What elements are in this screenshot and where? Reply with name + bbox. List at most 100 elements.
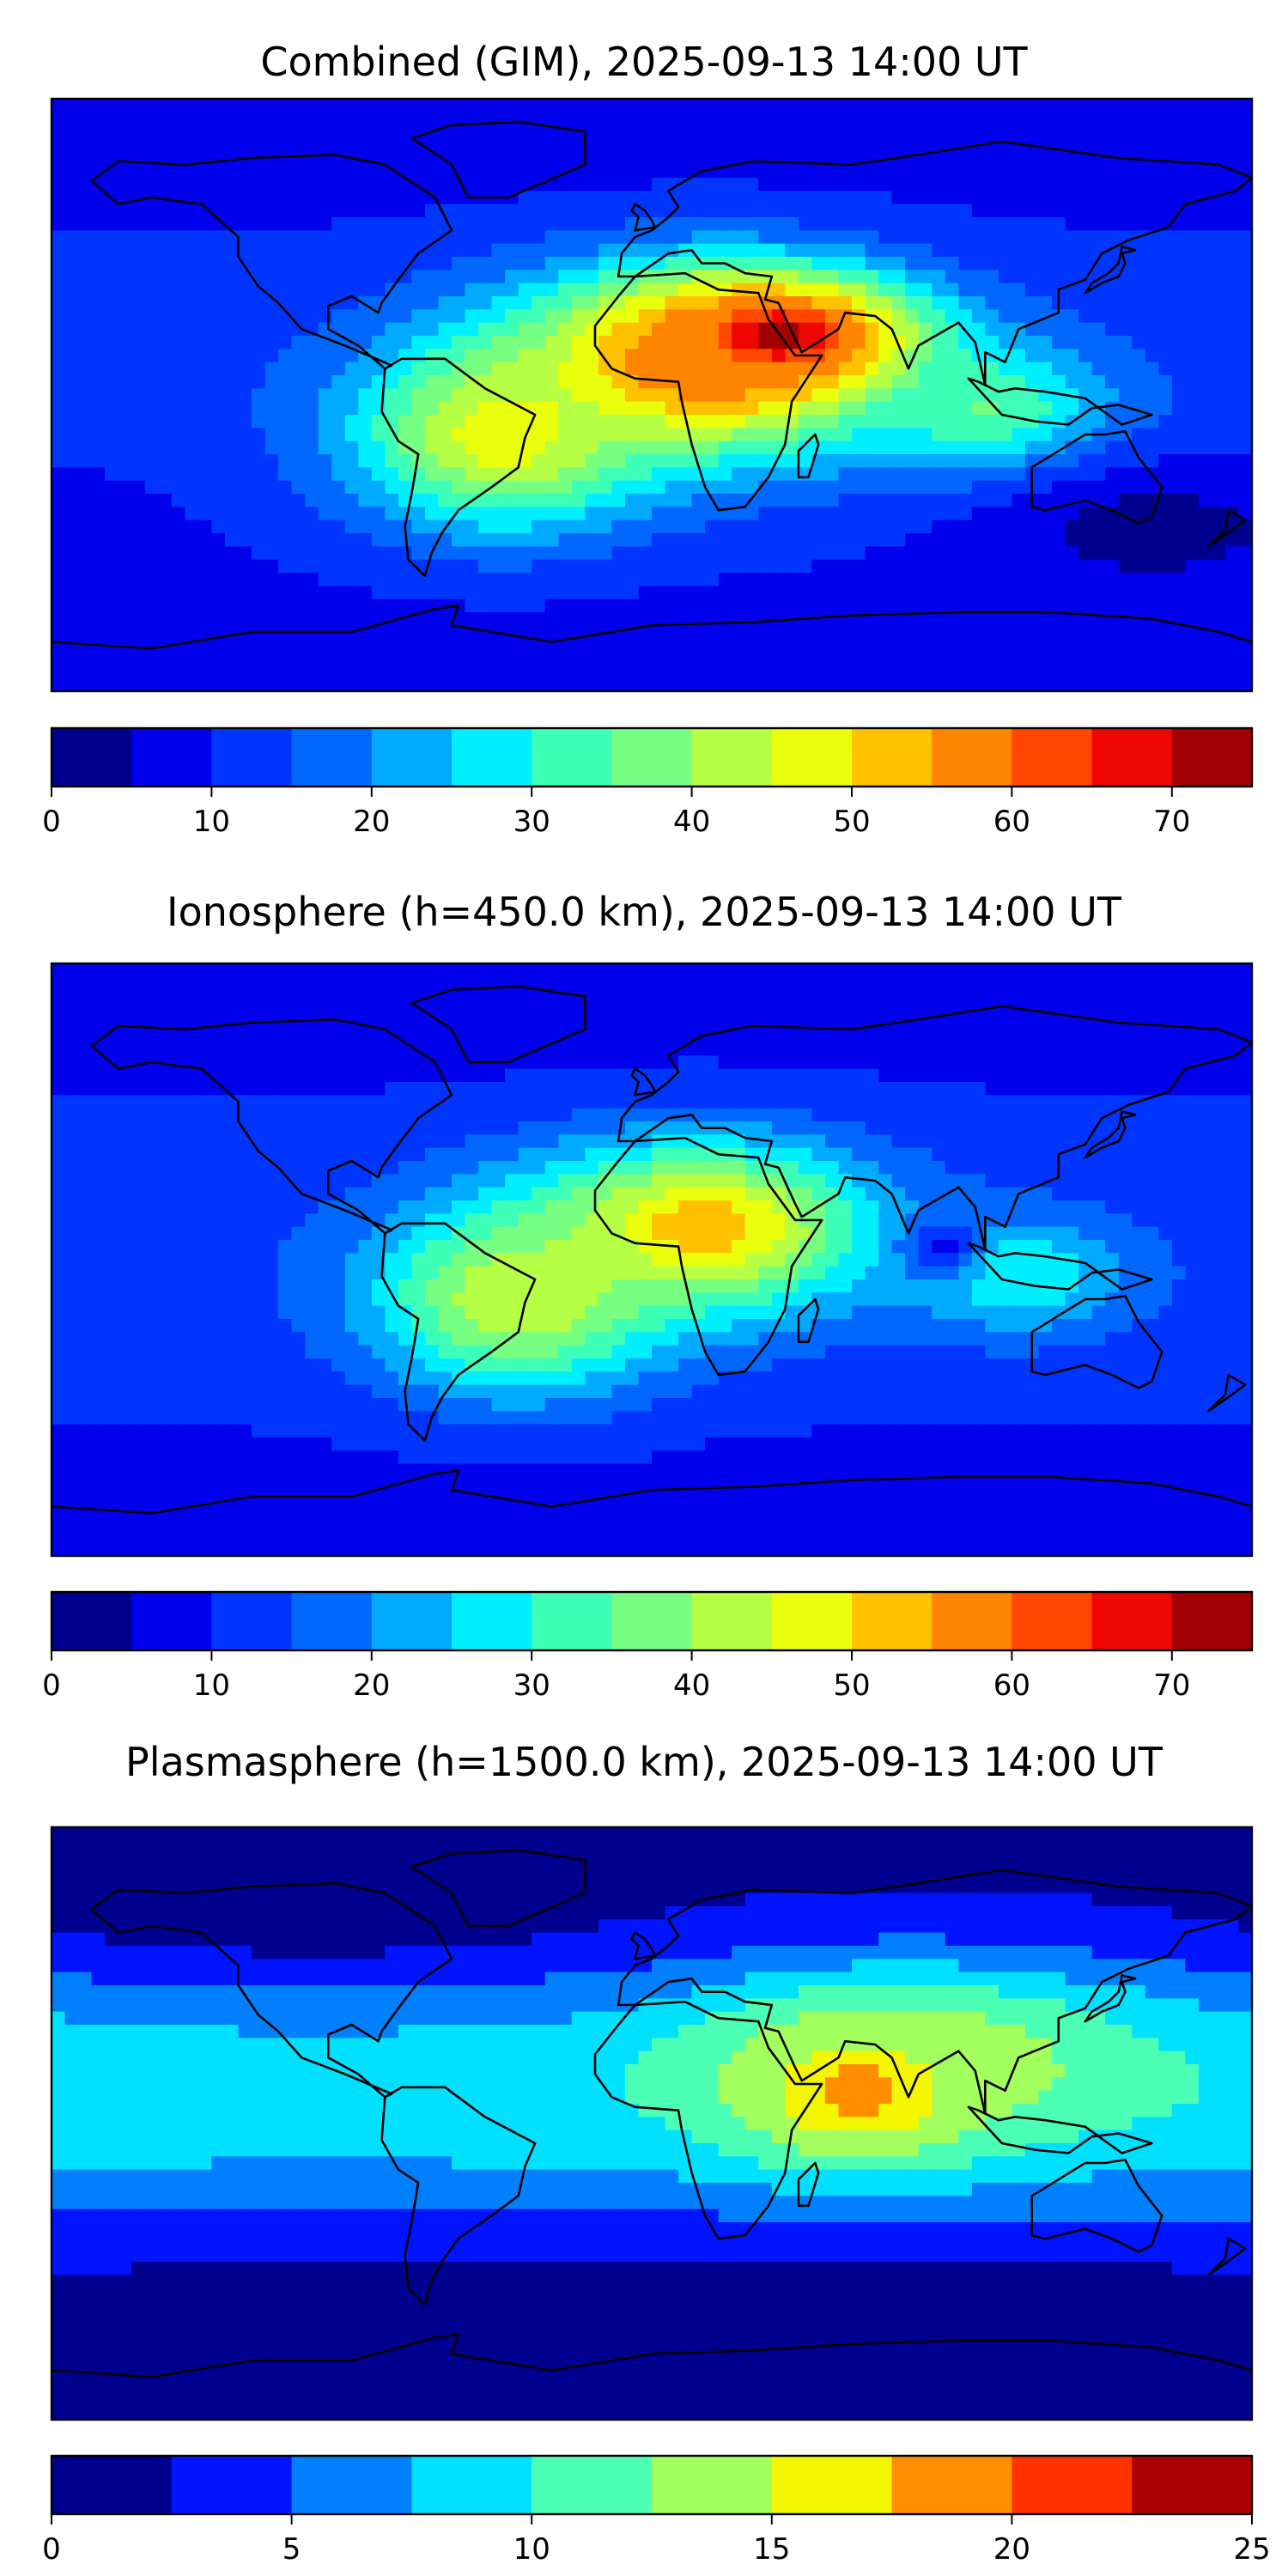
field-cell	[1038, 336, 1053, 350]
field-cell	[78, 415, 93, 429]
field-cell	[705, 217, 720, 232]
field-cell	[1038, 976, 1053, 991]
field-cell	[1024, 243, 1040, 258]
field-cell	[1024, 533, 1040, 548]
field-cell	[278, 217, 293, 232]
field-cell	[558, 454, 573, 469]
field-cell	[278, 336, 293, 350]
field-cell	[105, 217, 119, 232]
field-cell	[652, 559, 666, 574]
field-cell	[264, 507, 279, 521]
field-cell	[78, 638, 93, 653]
field-cell	[78, 1055, 93, 1070]
field-cell	[318, 138, 332, 153]
field-cell	[371, 638, 386, 653]
map-ionosphere: 0 10 20 30 40 50 60 70	[42, 962, 1254, 1703]
field-cell	[824, 677, 840, 692]
field-cell	[78, 428, 93, 442]
field-cell	[64, 270, 79, 284]
field-cell	[652, 1055, 666, 1070]
field-cell	[505, 375, 519, 390]
field-cell	[465, 428, 479, 442]
field-cell	[798, 480, 813, 495]
field-cell	[78, 401, 93, 416]
field-cell	[238, 1055, 252, 1070]
field-cell	[971, 283, 987, 297]
field-cell	[1145, 164, 1160, 179]
field-cell	[1158, 665, 1173, 679]
field-cell	[238, 507, 252, 521]
field-cell	[438, 1042, 453, 1057]
field-cell	[185, 151, 199, 166]
field-cell	[1171, 415, 1187, 429]
field-cell	[638, 480, 653, 495]
field-cell	[411, 415, 426, 429]
field-cell	[318, 440, 332, 455]
field-cell	[678, 1016, 693, 1030]
field-cell	[52, 1082, 66, 1097]
field-cell	[118, 99, 132, 113]
field-cell	[398, 230, 413, 245]
field-cell	[691, 625, 706, 640]
field-cell	[64, 454, 79, 469]
field-cell	[52, 217, 66, 232]
field-cell	[1065, 138, 1079, 153]
field-cell	[1132, 217, 1146, 232]
field-cell	[971, 309, 987, 324]
field-cell	[278, 361, 293, 376]
field-cell	[278, 401, 293, 416]
field-cell	[1038, 322, 1053, 337]
field-cell	[505, 559, 519, 574]
field-cell	[1078, 665, 1093, 679]
field-cell	[985, 415, 999, 429]
field-cell	[918, 230, 933, 245]
field-cell	[1012, 546, 1026, 561]
field-cell	[344, 494, 360, 508]
field-cell	[558, 178, 573, 192]
field-cell	[1024, 283, 1040, 297]
field-cell	[144, 361, 160, 376]
field-cell	[838, 480, 853, 495]
field-cell	[465, 204, 479, 218]
field-cell	[838, 494, 853, 508]
field-cell	[1171, 467, 1187, 482]
field-cell	[64, 243, 79, 258]
field-cell	[652, 322, 666, 337]
field-cell	[385, 388, 399, 403]
field-cell	[985, 178, 999, 192]
field-cell	[691, 322, 706, 337]
field-cell	[185, 243, 199, 258]
field-cell	[1224, 546, 1240, 561]
field-cell	[91, 151, 106, 166]
field-cell	[91, 677, 106, 692]
field-cell	[398, 388, 413, 403]
field-cell	[131, 612, 146, 627]
field-cell	[852, 963, 866, 978]
field-cell	[732, 349, 746, 363]
field-cell	[211, 1042, 226, 1057]
field-cell	[838, 638, 853, 653]
colorbar-segment	[452, 728, 532, 787]
field-cell	[1132, 989, 1146, 1004]
coastlines	[51, 120, 1254, 650]
field-cell	[665, 1068, 679, 1083]
field-cell	[918, 309, 933, 324]
field-cell	[452, 243, 466, 258]
field-cell	[585, 976, 599, 991]
field-cell	[211, 454, 226, 469]
field-cell	[945, 1042, 960, 1057]
map-combined: 0 10 20 30 40 50 60 70	[42, 97, 1254, 839]
field-cell	[838, 677, 853, 692]
field-cell	[1065, 976, 1079, 991]
field-cell	[385, 1068, 399, 1083]
field-cell	[691, 388, 706, 403]
field-cell	[171, 1068, 186, 1083]
field-cell	[1238, 480, 1253, 495]
field-cell	[171, 573, 186, 587]
field-cell	[544, 296, 560, 311]
field-cell	[878, 963, 893, 978]
field-cell	[64, 217, 79, 232]
field-cell	[491, 296, 506, 311]
field-cell	[1212, 415, 1226, 429]
field-cell	[224, 217, 240, 232]
